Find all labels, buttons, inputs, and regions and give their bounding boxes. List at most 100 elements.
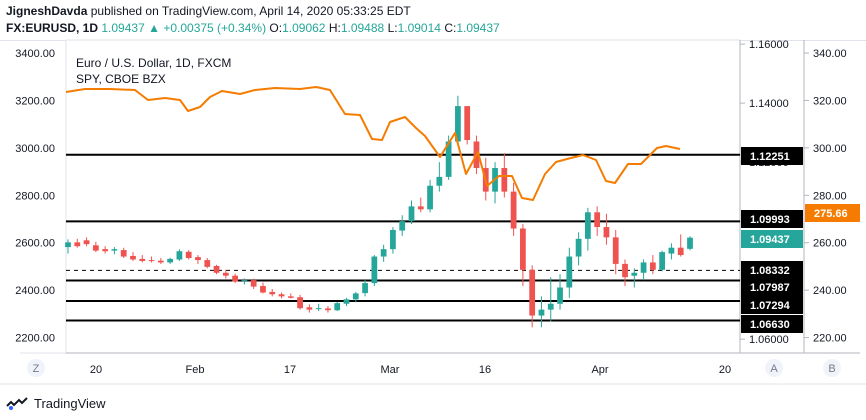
candle-body-12 [176, 251, 183, 260]
candle-body-28 [325, 308, 331, 311]
price-change: +0.00375 (+0.34%) [163, 21, 267, 35]
candle-body-42 [455, 106, 461, 142]
candle-body-31 [352, 293, 359, 300]
candle-body-23 [278, 294, 285, 297]
mid-tick-0: 1.16000 [749, 39, 789, 51]
candle-body-26 [306, 307, 313, 310]
candle-body-58 [603, 227, 610, 238]
candle-body-19 [241, 280, 248, 282]
a-icon: A [770, 363, 778, 375]
chart-title[interactable]: Euro / U.S. Dollar, 1D, FXCM [76, 56, 231, 70]
time-tick-3: Mar [381, 364, 400, 376]
candle-body-6 [120, 250, 127, 257]
b-icon: B [828, 363, 835, 375]
candle-body-61 [631, 272, 638, 276]
candle-body-18 [232, 275, 238, 282]
right-tick-0: 340.00 [813, 48, 847, 60]
left-axis[interactable]: 3400.00 3200.00 3000.00 2800.00 2600.00 2400.… [15, 48, 55, 345]
price-label-2: 1.09437 [750, 234, 790, 246]
high-value: 1.09488 [340, 21, 385, 35]
price-label-bg-6 [741, 315, 803, 333]
price-label-3: 1.08332 [750, 265, 790, 277]
price-label-4: 1.07987 [750, 282, 790, 294]
price-label-bg-0 [741, 147, 803, 165]
candle-body-20 [250, 280, 257, 287]
candle-body-17 [222, 272, 229, 276]
right-tick-4: 260.00 [813, 238, 847, 250]
left-tick-0: 3400.00 [15, 48, 55, 60]
candle-body-36 [399, 221, 406, 231]
time-axis[interactable]: 20 Feb 17 Mar 16 Apr 20 [90, 364, 731, 376]
left-tick-6: 2200.00 [15, 333, 55, 345]
candle-body-32 [362, 283, 368, 294]
candle-body-64 [659, 252, 666, 270]
candle-body-57 [594, 212, 601, 228]
close-label: C: [444, 21, 457, 35]
candle-body-62 [640, 262, 647, 273]
candle-body-22 [269, 291, 276, 295]
up-triangle-icon: ▲ [148, 21, 160, 35]
candle-body-41 [445, 141, 452, 177]
candle-body-66 [677, 247, 684, 256]
published-text: published on TradingView.com, April 14, … [90, 4, 411, 18]
time-tick-2: 17 [284, 364, 296, 376]
candle-body-35 [390, 229, 396, 250]
low-value: 1.09014 [397, 21, 441, 35]
candle-body-67 [687, 237, 693, 249]
price-label-bg-2 [741, 230, 803, 248]
candle-body-24 [287, 296, 294, 298]
price-label-1: 1.09993 [750, 214, 790, 226]
candle-body-13 [185, 251, 192, 259]
mid-tick-1: 1.14000 [749, 98, 789, 110]
open-label: O: [269, 21, 283, 35]
left-tick-4: 2600.00 [15, 238, 55, 250]
price-labels: 1.12251 1.09993 1.09437 1.08332 1.07987 1.072… [741, 147, 860, 333]
right-tick-5: 240.00 [813, 285, 847, 297]
candle-body-53 [557, 287, 563, 304]
candle-body-65 [668, 247, 675, 254]
time-tick-6: 20 [719, 364, 731, 376]
left-tick-2: 3000.00 [15, 143, 55, 155]
candle-body-3 [92, 245, 99, 251]
candle-body-15 [204, 260, 211, 267]
candle-body-1 [74, 242, 81, 247]
z-icon: Z [33, 363, 40, 375]
candle-body-63 [649, 262, 656, 270]
high-label: H: [328, 21, 341, 35]
left-tick-1: 3200.00 [15, 95, 55, 107]
candle-body-37 [408, 206, 415, 222]
scale-b-button[interactable]: B [823, 359, 841, 377]
time-tick-0: 20 [90, 364, 102, 376]
candle-body-43 [464, 106, 471, 141]
price-label-5: 1.07294 [750, 300, 791, 312]
tradingview-logo-icon [6, 396, 28, 410]
candle-body-34 [380, 249, 387, 257]
time-tick-5: Apr [591, 364, 608, 376]
candle-body-11 [167, 258, 173, 263]
candle-body-54 [566, 256, 573, 288]
candle-body-55 [575, 238, 582, 257]
right-tick-2: 300.00 [813, 143, 847, 155]
right-tick-1: 320.00 [813, 95, 847, 107]
candle-body-10 [157, 260, 164, 263]
candle-body-52 [547, 303, 554, 310]
tradingview-brand[interactable]: TradingView [34, 396, 106, 411]
price-label-0: 1.12251 [750, 151, 790, 163]
z-button[interactable]: Z [27, 359, 45, 377]
last-price: 1.09437 [101, 21, 145, 35]
candle-body-25 [297, 297, 303, 309]
publisher-line: JigneshDavda published on TradingView.co… [6, 4, 411, 18]
spy-overlay [65, 86, 681, 201]
price-label-6: 1.06630 [750, 319, 790, 331]
plot-area[interactable] [65, 39, 741, 354]
candle-body-30 [343, 299, 350, 304]
candle-body-5 [111, 249, 118, 251]
auto-scale-button[interactable]: A [765, 359, 783, 377]
overlay-legend[interactable]: SPY, CBOE BZX [76, 72, 166, 86]
candle-body-56 [585, 212, 591, 239]
candle-body-38 [417, 206, 424, 210]
right-axis[interactable]: 340.00 320.00 300.00 280.00 260.00 240.00 220.… [804, 48, 847, 345]
price-label-bg-4 [741, 278, 803, 296]
author-name[interactable]: JigneshDavda [6, 4, 88, 18]
